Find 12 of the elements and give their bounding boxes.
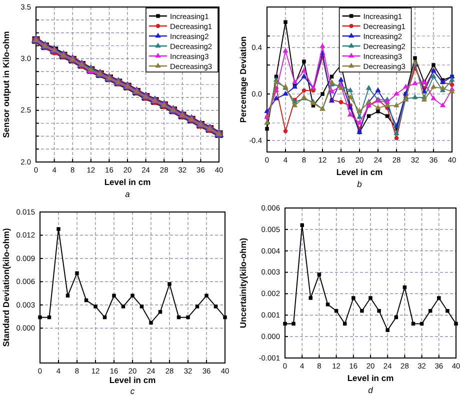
x-axis-title: Level in cm — [347, 373, 394, 383]
text: c — [130, 386, 136, 396]
text: b — [357, 179, 362, 189]
y-axis-title: Standard Deviation(kilo-ohm) — [1, 228, 11, 347]
x-axis-title: Level in cm — [104, 177, 152, 187]
text: a — [125, 189, 130, 199]
text: d — [368, 385, 374, 395]
x-axis-title: Level in cm — [336, 167, 384, 177]
y-axis-title: Uncertainity(kilo-ohm) — [238, 238, 248, 328]
y-axis-title: Percentage Deviation — [238, 36, 248, 123]
x-axis-title: Level in cm — [109, 375, 156, 385]
y-axis-title: Sensor output in Kilo-ohm — [1, 30, 11, 138]
